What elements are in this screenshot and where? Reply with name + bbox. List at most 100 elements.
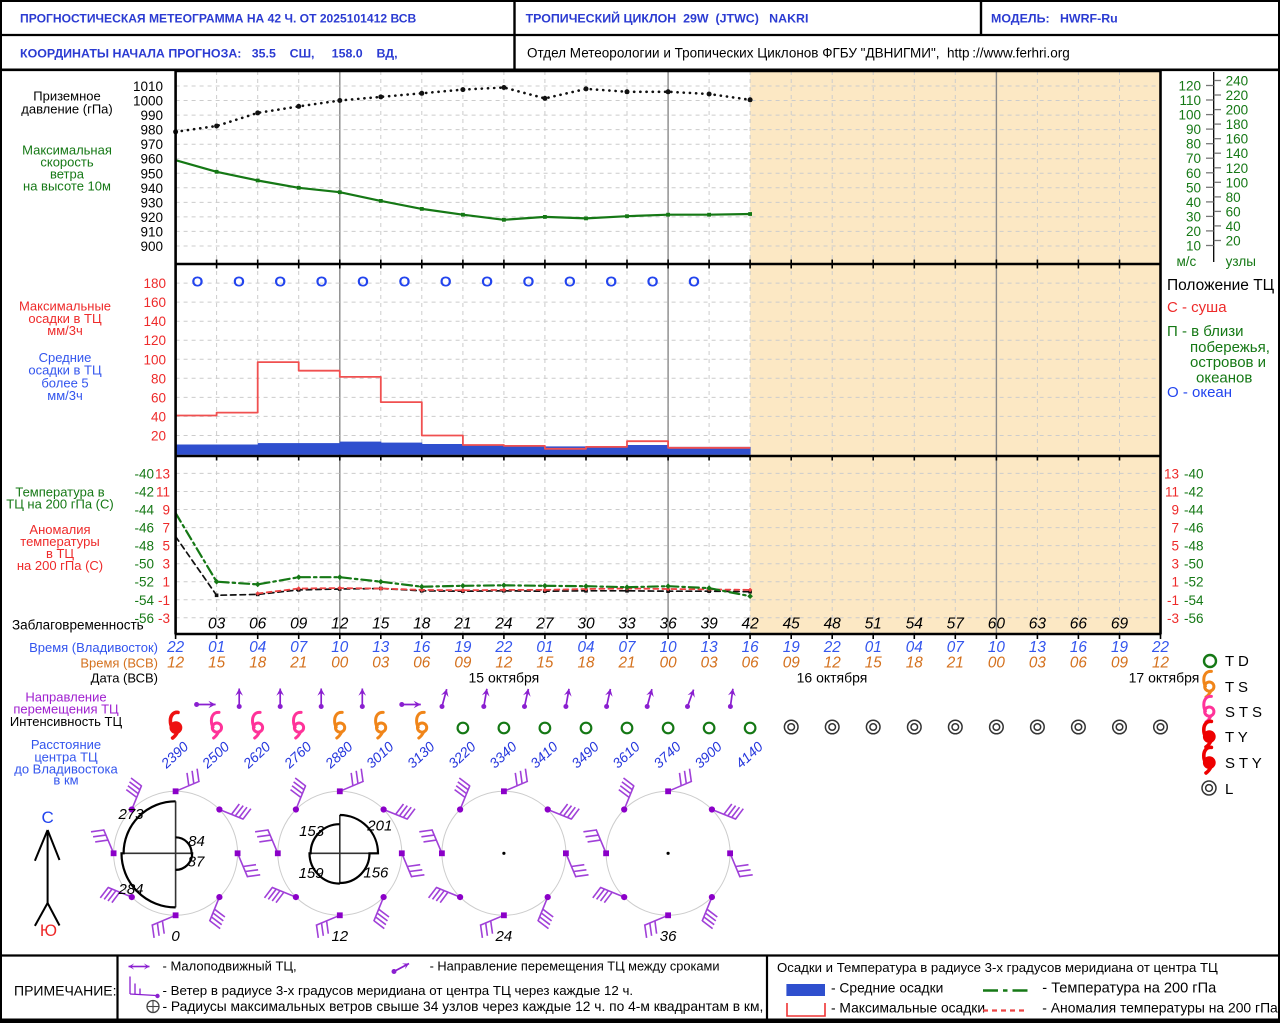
svg-text:21: 21 [946,655,964,672]
svg-text:16 октября: 16 октября [797,670,868,686]
svg-text:36: 36 [659,616,677,633]
svg-text:120: 120 [143,333,166,348]
svg-text:30: 30 [577,616,595,633]
svg-text:-42: -42 [134,485,154,500]
svg-text:О: О [688,274,700,291]
svg-text:перемещения ТЦ: перемещения ТЦ [13,702,119,717]
svg-text:- Ветер в радиусе 3-х градусов: - Ветер в радиусе 3-х градусов меридиана… [163,983,634,998]
svg-text:5: 5 [1171,539,1179,554]
svg-text:-54: -54 [134,593,154,608]
svg-text:12: 12 [331,616,349,633]
svg-text:10: 10 [988,639,1006,656]
svg-text:20: 20 [151,429,166,444]
svg-text:ветра: ветра [50,167,85,182]
svg-text:О: О [274,274,286,291]
svg-text:36: 36 [660,928,677,945]
svg-text:40: 40 [151,409,166,424]
svg-text:13: 13 [372,639,390,656]
svg-text:-40: -40 [1184,466,1204,481]
svg-text:10: 10 [1186,239,1201,254]
svg-text:1000: 1000 [133,94,163,109]
svg-text:О: О [192,274,204,291]
svg-text:19: 19 [454,639,472,656]
svg-text:мм/3ч: мм/3ч [47,323,83,338]
svg-text:156: 156 [363,864,389,881]
svg-text:13: 13 [155,466,170,481]
svg-text:16: 16 [742,639,760,656]
svg-text:в км: в км [53,772,78,787]
svg-text:66: 66 [1070,616,1088,633]
svg-text:04: 04 [249,639,266,656]
svg-text:22: 22 [823,639,842,656]
svg-text:Средние: Средние [39,350,92,365]
svg-text:06: 06 [249,616,267,633]
svg-text:13: 13 [1164,466,1179,481]
svg-text:-50: -50 [1184,557,1204,572]
svg-text:Ю: Ю [40,921,57,940]
svg-text:42: 42 [741,616,759,633]
svg-text:17 октября: 17 октября [1129,670,1200,686]
svg-text:м/с: м/с [1177,254,1197,269]
svg-text:22: 22 [1151,639,1170,656]
svg-text:О: О [316,274,328,291]
svg-text:-3: -3 [158,611,170,626]
svg-text:- Средние осадки: - Средние осадки [831,981,943,996]
svg-text:9: 9 [1171,503,1179,518]
svg-text:КООРДИНАТЫ НАЧАЛА ПРОГНОЗА:: КООРДИНАТЫ НАЧАЛА ПРОГНОЗА: 35.5 СШ, 158… [20,47,398,61]
svg-text:273: 273 [117,806,144,823]
svg-text:70: 70 [1186,151,1201,166]
svg-text:S T S: S T S [1225,704,1262,721]
svg-text:60: 60 [151,390,166,405]
svg-text:40: 40 [1186,195,1201,210]
svg-text:О: О [564,274,576,291]
svg-text:скорость: скорость [40,155,93,170]
svg-text:T S: T S [1225,679,1248,696]
svg-text:Положение ТЦ: Положение ТЦ [1167,277,1275,294]
svg-text:О: О [399,274,411,291]
svg-text:100: 100 [143,352,166,367]
svg-text:П - в близи: П - в близи [1167,323,1244,340]
svg-text:120: 120 [1178,79,1201,94]
svg-text:69: 69 [1111,616,1129,633]
svg-text:12: 12 [331,928,348,945]
svg-text:T D: T D [1225,653,1249,670]
svg-text:Максимальные: Максимальные [19,299,111,314]
svg-text:ТРОПИЧЕСКИЙ ЦИКЛОН 29W (JTWC: ТРОПИЧЕСКИЙ ЦИКЛОН 29W (JTWC) NAKRI [526,11,809,26]
svg-text:12: 12 [824,655,842,672]
svg-text:-44: -44 [1184,503,1204,518]
svg-text:19: 19 [783,639,801,656]
svg-text:- Направление перемещения ТЦ м: - Направление перемещения ТЦ между срока… [430,958,720,973]
svg-text:Максимальная: Максимальная [22,143,112,158]
svg-text:09: 09 [454,655,472,672]
svg-text:21: 21 [453,616,471,633]
svg-text:48: 48 [824,616,842,633]
svg-text:побережья,: побережья, [1190,339,1270,356]
svg-text:-52: -52 [1184,575,1204,590]
svg-text:09: 09 [1111,655,1129,672]
svg-text:950: 950 [140,166,163,181]
svg-text:осадки в ТЦ: осадки в ТЦ [28,311,102,326]
svg-text:27: 27 [535,616,555,633]
svg-text:920: 920 [140,210,163,225]
svg-text:10: 10 [331,639,349,656]
svg-text:140: 140 [143,314,166,329]
svg-text:900: 900 [140,239,163,254]
svg-text:15: 15 [536,655,554,672]
svg-text:1: 1 [162,575,170,590]
svg-text:Аномалия: Аномалия [29,522,90,537]
svg-text:на 200 гПа (С): на 200 гПа (С) [17,558,103,573]
svg-text:20: 20 [1186,224,1201,239]
svg-text:970: 970 [140,137,163,152]
svg-text:на высоте 10м: на высоте 10м [23,179,111,194]
svg-text:201: 201 [366,817,392,834]
svg-text:00: 00 [988,655,1006,672]
svg-text:-52: -52 [134,575,154,590]
svg-text:100: 100 [1178,108,1201,123]
svg-text:11: 11 [1165,485,1179,500]
svg-text:океанов: океанов [1196,370,1252,387]
svg-text:60: 60 [988,616,1006,633]
svg-text:Приземное: Приземное [33,89,100,104]
svg-text:давление (гПа): давление (гПа) [21,102,113,117]
svg-text:60: 60 [1226,204,1241,219]
svg-text:06: 06 [1070,655,1088,672]
